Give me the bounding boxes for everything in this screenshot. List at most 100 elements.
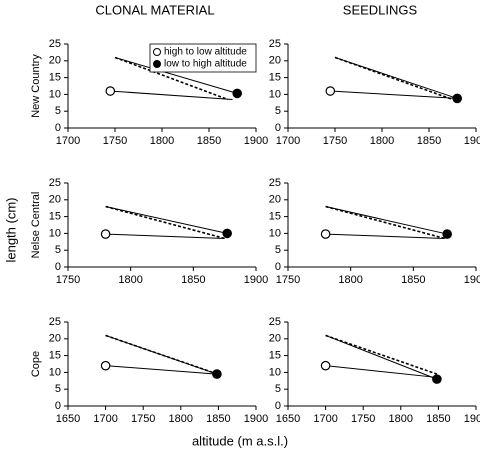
x-tick-label: 1900 <box>244 413 268 425</box>
x-tick-label: 1900 <box>244 135 268 147</box>
point <box>232 88 242 99</box>
point <box>212 369 222 379</box>
x-tick-label: 1850 <box>426 413 450 425</box>
x-tick-label: 1850 <box>401 274 425 286</box>
series-line <box>105 206 228 234</box>
point <box>320 229 331 239</box>
x-tick-label: 1700 <box>313 413 337 425</box>
series-line <box>325 334 438 375</box>
series-line <box>325 365 437 378</box>
legend <box>149 43 257 73</box>
point <box>452 93 462 104</box>
y-tick-label: 5 <box>55 105 61 117</box>
y-tick-label: 5 <box>275 105 281 117</box>
y-tick-label: 15 <box>269 72 281 84</box>
point <box>320 360 331 371</box>
legend-marker <box>153 60 161 68</box>
y-tick-label: 15 <box>49 72 61 84</box>
series-line <box>105 365 217 375</box>
y-tick-label: 10 <box>269 227 281 239</box>
x-tick-label: 1800 <box>389 413 413 425</box>
x-tick-label: 1900 <box>464 413 480 425</box>
row-label: New Country <box>30 54 42 118</box>
y-tick-label: 25 <box>269 316 281 328</box>
x-tick-label: 1650 <box>56 413 80 425</box>
y-tick-label: 25 <box>269 177 281 189</box>
legend-marker <box>153 48 161 56</box>
x-tick-label: 1900 <box>464 274 480 286</box>
column-title: CLONAL MATERIAL <box>95 2 214 17</box>
point <box>432 374 442 384</box>
x-axis-label: altitude (m a.s.l.) <box>192 433 288 448</box>
series-line <box>105 334 218 375</box>
column-title: SEEDLINGS <box>343 2 418 17</box>
y-tick-label: 20 <box>49 333 61 345</box>
point <box>105 86 116 96</box>
y-tick-label: 0 <box>55 122 61 134</box>
x-tick-label: 1900 <box>244 274 268 286</box>
x-tick-label: 1750 <box>131 413 155 425</box>
y-tick-label: 5 <box>275 244 281 256</box>
x-tick-label: 1700 <box>276 135 300 147</box>
x-tick-label: 1850 <box>197 135 221 147</box>
x-tick-label: 1700 <box>56 135 80 147</box>
y-tick-label: 25 <box>49 316 61 328</box>
x-tick-label: 1800 <box>370 135 394 147</box>
y-tick-label: 20 <box>269 333 281 345</box>
series-line <box>325 205 445 240</box>
y-tick-label: 15 <box>49 350 61 362</box>
point <box>100 360 111 371</box>
x-tick-label: 1750 <box>103 135 127 147</box>
x-tick-label: 1750 <box>351 413 375 425</box>
x-tick-label: 1750 <box>56 274 80 286</box>
x-tick-label: 1800 <box>338 274 362 286</box>
point <box>325 86 336 96</box>
y-tick-label: 15 <box>49 211 61 223</box>
series-line <box>110 90 233 100</box>
row-label: Nelse Central <box>30 192 42 259</box>
y-tick-label: 15 <box>269 350 281 362</box>
y-tick-label: 0 <box>275 122 281 134</box>
series-line <box>334 56 453 101</box>
point <box>100 229 111 239</box>
y-tick-label: 20 <box>269 55 281 67</box>
series-line <box>105 334 215 374</box>
x-tick-label: 1900 <box>464 135 480 147</box>
x-tick-label: 1850 <box>417 135 441 147</box>
x-tick-label: 1750 <box>276 274 300 286</box>
legend-label: high to low altitude <box>164 47 247 58</box>
x-tick-label: 1850 <box>181 274 205 286</box>
point <box>442 229 452 239</box>
x-tick-label: 1750 <box>323 135 347 147</box>
x-tick-label: 1800 <box>169 413 193 425</box>
row-label: Cope <box>30 351 42 377</box>
y-tick-label: 15 <box>269 211 281 223</box>
y-tick-label: 25 <box>49 38 61 50</box>
series-line <box>105 205 225 240</box>
y-tick-label: 10 <box>49 366 61 378</box>
y-tick-label: 10 <box>269 366 281 378</box>
y-tick-label: 10 <box>49 227 61 239</box>
y-tick-label: 20 <box>49 194 61 206</box>
y-tick-label: 10 <box>49 88 61 100</box>
y-tick-label: 10 <box>269 88 281 100</box>
y-tick-label: 0 <box>55 400 61 412</box>
x-tick-label: 1800 <box>118 274 142 286</box>
y-tick-label: 20 <box>49 55 61 67</box>
y-tick-label: 0 <box>55 261 61 273</box>
x-tick-label: 1650 <box>276 413 300 425</box>
series-line <box>330 90 458 99</box>
y-tick-label: 5 <box>55 383 61 395</box>
y-tick-label: 20 <box>269 194 281 206</box>
y-tick-label: 5 <box>275 383 281 395</box>
series-line <box>325 206 448 235</box>
x-tick-label: 1850 <box>206 413 230 425</box>
y-tick-label: 0 <box>275 400 281 412</box>
series-line <box>325 233 445 239</box>
x-tick-label: 1700 <box>93 413 117 425</box>
series-line <box>114 56 238 94</box>
y-axis-label: length (cm) <box>3 197 18 262</box>
y-tick-label: 5 <box>55 244 61 256</box>
y-tick-label: 0 <box>275 261 281 273</box>
